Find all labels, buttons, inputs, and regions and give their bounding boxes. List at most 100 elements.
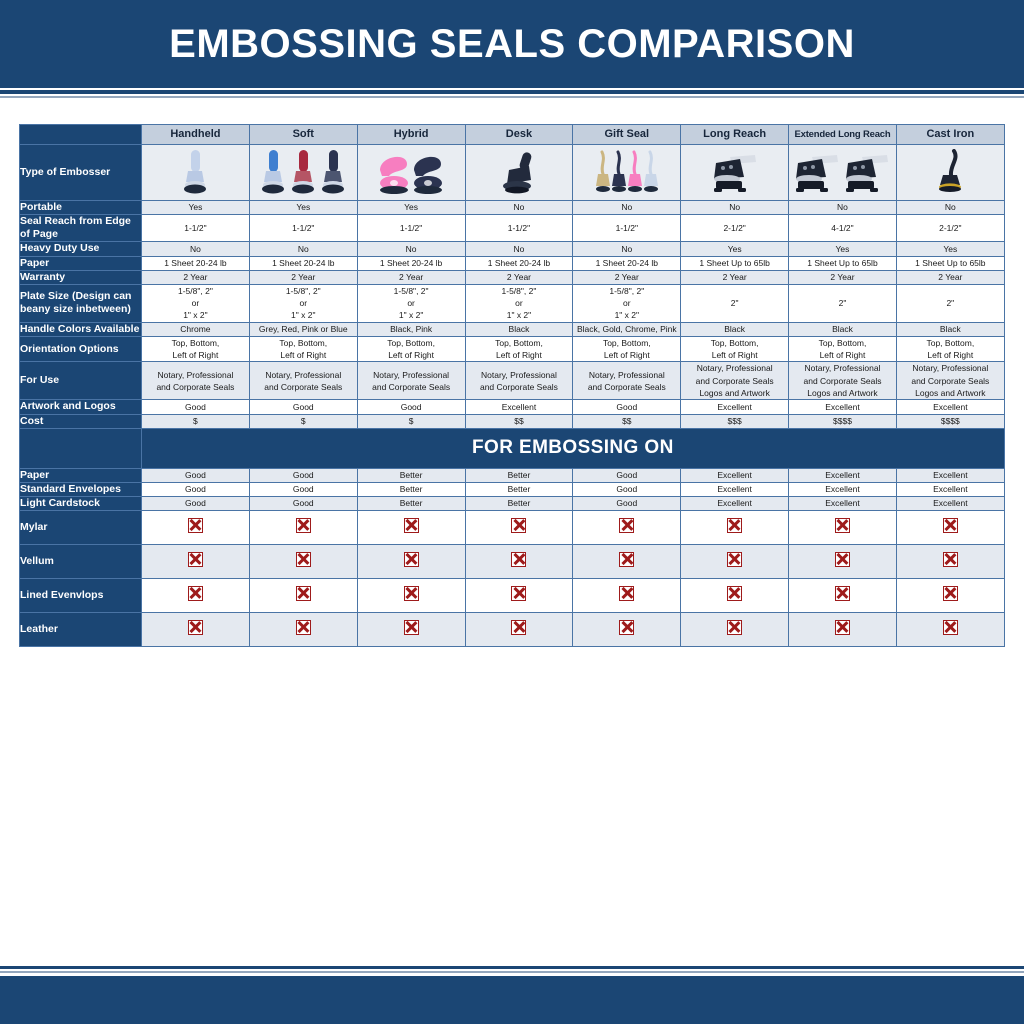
table-cell: No [464,199,574,216]
cell-not-supported-icon [248,544,358,579]
table-row: Orientation Options Top, Bottom, Left of … [19,335,1005,363]
red-x-icon [727,586,743,602]
table-cell: Notary, Professional and Corporate Seals [464,361,574,401]
cell-not-supported-icon [895,510,1005,545]
table-cell: 2" [895,283,1005,323]
table-row: Portable Yes Yes Yes No No No No No [19,199,1005,216]
row-label-seal-reach-from-edge-of-page: Seal Reach from Edge of Page [19,214,142,243]
handheld-embosser-image [141,144,250,201]
red-x-icon [942,620,958,636]
table-cell: Excellent [680,467,790,483]
cell-not-supported-icon [680,544,790,579]
row-label-light-cardstock: Light Cardstock [19,495,142,512]
table-cell: Good [248,467,358,483]
table-cell: 2" [788,283,897,323]
red-x-icon [295,586,311,602]
table-cell: $$ [464,413,574,429]
top-banner: EMBOSSING SEALS COMPARISON [0,0,1024,88]
table-row: Vellum [19,544,1005,579]
red-x-icon [403,620,419,636]
bottom-banner [0,976,1024,1024]
red-x-icon [727,518,743,534]
column-header-handheld: Handheld [141,124,250,145]
table-cell: 1-1/2" [572,214,682,243]
column-header-long-reach: Long Reach [680,124,790,145]
table-cell: $$ [572,413,682,429]
table-cell: Good [141,399,250,415]
table-cell: Top, Bottom, Left of Right [895,335,1005,363]
cell-not-supported-icon [572,578,682,613]
cell-not-supported-icon [464,544,574,579]
row-label-portable: Portable [19,199,142,216]
table-cell: 2 Year [464,269,574,285]
table-cell: Excellent [895,495,1005,512]
table-row: Warranty 2 Year 2 Year 2 Year 2 Year 2 Year 2 … [19,269,1005,285]
table-row: Lined Evenvlops [19,578,1005,613]
red-x-icon [511,552,527,568]
row-label-paper: Paper [19,467,142,483]
table-cell: 1 Sheet 20-24 lb [248,255,358,271]
banner-divider-thick [0,90,1024,94]
table-cell: $$$$ [895,413,1005,429]
red-x-icon [295,552,311,568]
table-cell: Top, Bottom, Left of Right [680,335,790,363]
cell-not-supported-icon [680,612,790,647]
footer-divider-thick [0,966,1024,969]
red-x-icon [942,586,958,602]
desk-embosser-image [464,144,574,201]
table-cell: Good [572,467,682,483]
red-x-icon [619,586,635,602]
table-cell: Yes [356,199,466,216]
table-cell: 1-1/2" [464,214,574,243]
table-cell: 1 Sheet 20-24 lb [141,255,250,271]
red-x-icon [834,518,850,534]
table-cell: Excellent [788,467,897,483]
table-cell: 4-1/2" [788,214,897,243]
cell-not-supported-icon [788,544,897,579]
cell-not-supported-icon [788,510,897,545]
table-cell: Yes [680,241,790,257]
red-x-icon [187,586,203,602]
cell-not-supported-icon [895,612,1005,647]
table-row-type-of-embosser: Type of Embosser [19,144,1005,201]
red-x-icon [834,620,850,636]
table-cell: 1-1/2" [248,214,358,243]
red-x-icon [942,552,958,568]
red-x-icon [727,552,743,568]
cell-not-supported-icon [141,510,250,545]
row-label-orientation-options: Orientation Options [19,335,142,363]
table-row: For Use Notary, Professional and Corporat… [19,361,1005,401]
table-cell: Better [356,467,466,483]
row-label-for-use: For Use [19,361,142,401]
cell-not-supported-icon [680,510,790,545]
table-cell: Better [464,481,574,497]
cell-not-supported-icon [572,612,682,647]
table-cell: Good [141,467,250,483]
red-x-icon [834,586,850,602]
column-header-desk: Desk [464,124,574,145]
table-cell: Good [572,399,682,415]
table-cell: Notary, Professional and Corporate Seals [248,361,358,401]
table-cell: Good [248,399,358,415]
row-label-mylar: Mylar [19,510,142,545]
table-cell: $ [356,413,466,429]
table-cell: 2 Year [572,269,682,285]
column-header-hybrid: Hybrid [356,124,466,145]
extended-long-reach-embosser-image [788,144,897,201]
red-x-icon [403,518,419,534]
table-cell: Good [141,495,250,512]
red-x-icon [295,518,311,534]
table-cell: 1-5/8", 2" or 1" x 2" [356,283,466,323]
footer-divider-thin [0,971,1024,973]
table-cell: Yes [895,241,1005,257]
red-x-icon [834,552,850,568]
table-row: Paper 1 Sheet 20-24 lb 1 Sheet 20-24 lb 1 S… [19,255,1005,271]
red-x-icon [619,552,635,568]
table-cell: 2 Year [248,269,358,285]
gift-seal-embosser-image [572,144,682,201]
table-cell: $ [248,413,358,429]
banner-divider-thin [0,96,1024,98]
cell-not-supported-icon [464,612,574,647]
table-cell: Top, Bottom, Left of Right [141,335,250,363]
